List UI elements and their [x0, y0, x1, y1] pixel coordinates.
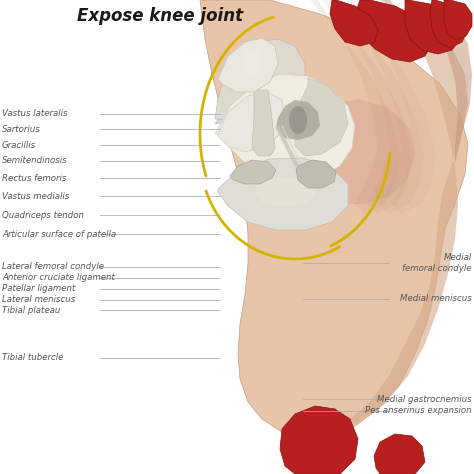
Text: Lateral femoral condyle: Lateral femoral condyle [2, 263, 104, 271]
Polygon shape [346, 0, 436, 214]
Text: Vastus medialis: Vastus medialis [2, 192, 69, 201]
Polygon shape [280, 406, 358, 474]
Polygon shape [230, 160, 276, 184]
Text: Tibial tubercle: Tibial tubercle [2, 354, 64, 362]
Polygon shape [218, 92, 285, 152]
Polygon shape [215, 39, 305, 122]
Text: Medial meniscus: Medial meniscus [400, 294, 472, 303]
Polygon shape [310, 0, 400, 214]
Polygon shape [296, 160, 336, 188]
Text: Semitendinosis: Semitendinosis [2, 156, 68, 165]
Ellipse shape [255, 177, 315, 207]
Polygon shape [430, 0, 472, 164]
Polygon shape [322, 0, 412, 214]
Text: Expose knee joint: Expose knee joint [77, 7, 243, 25]
Ellipse shape [242, 50, 262, 74]
Polygon shape [215, 78, 295, 124]
Polygon shape [252, 90, 275, 156]
Polygon shape [430, 0, 468, 48]
Text: Quadriceps tendon: Quadriceps tendon [2, 211, 84, 219]
Polygon shape [200, 0, 468, 438]
Polygon shape [292, 99, 415, 204]
Polygon shape [355, 0, 432, 62]
Polygon shape [218, 38, 278, 92]
Text: Medial gastrocnemius: Medial gastrocnemius [377, 395, 472, 403]
Text: Pes anserinus expansion: Pes anserinus expansion [365, 407, 472, 415]
Polygon shape [405, 0, 460, 54]
Text: Medial
femoral condyle: Medial femoral condyle [402, 254, 472, 273]
Text: Patellar ligament: Patellar ligament [2, 284, 75, 293]
Polygon shape [218, 158, 348, 230]
Text: Gracillis: Gracillis [2, 141, 36, 149]
Text: Articular surface of patella: Articular surface of patella [2, 230, 116, 238]
Polygon shape [276, 100, 320, 140]
Text: Vastus lateralis: Vastus lateralis [2, 109, 67, 118]
Polygon shape [295, 78, 348, 156]
Polygon shape [215, 74, 355, 182]
Polygon shape [334, 0, 424, 214]
Text: Anterior cruciate ligament: Anterior cruciate ligament [2, 273, 115, 282]
Text: Sartorius: Sartorius [2, 125, 41, 134]
Text: Tibial plateau: Tibial plateau [2, 306, 60, 315]
Text: Rectus femoris: Rectus femoris [2, 174, 66, 182]
Text: Lateral meniscus: Lateral meniscus [2, 295, 75, 304]
Polygon shape [310, 0, 468, 430]
Polygon shape [374, 434, 425, 474]
Ellipse shape [289, 106, 307, 134]
Polygon shape [330, 0, 378, 46]
Polygon shape [444, 0, 472, 40]
